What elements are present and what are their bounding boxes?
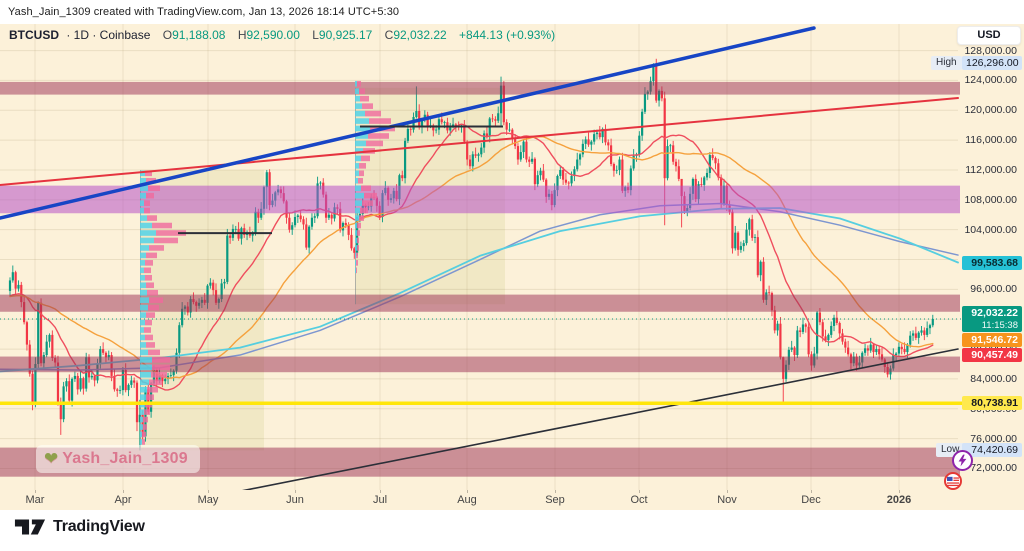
tradingview-logo[interactable]: TradingView: [14, 517, 145, 537]
time-tick-label: Dec: [801, 494, 821, 506]
price-tick-label: 76,000.00: [970, 432, 1017, 445]
price-chart[interactable]: [0, 24, 1024, 490]
close-value: 92,032.22: [393, 28, 447, 42]
heart-icon: ❤: [44, 449, 59, 468]
low-marker-value: 74,420.69: [962, 443, 1022, 458]
low-label: L: [312, 28, 319, 42]
change-value: +844.13 (+0.93%): [459, 28, 556, 42]
time-tick-label: Nov: [717, 494, 737, 506]
price-tick-label: 120,000.00: [964, 104, 1017, 117]
attribution-text: Yash_Jain_1309 created with TradingView.…: [8, 6, 400, 18]
close-label: C: [384, 28, 394, 42]
tradingview-mark-icon: [14, 519, 46, 535]
open-label: O: [162, 28, 173, 42]
watermark-name: Yash_Jain_1309: [62, 450, 188, 467]
price-tick-label: 116,000.00: [965, 134, 1017, 147]
bar-countdown: 11:15:38: [981, 319, 1018, 331]
time-tick-label: Aug: [457, 494, 477, 506]
low-value: 90,925.17: [318, 28, 373, 42]
time-tick-label: Jun: [286, 494, 304, 506]
time-tick: [208, 490, 209, 493]
price-tick-label: 112,000.00: [965, 163, 1017, 176]
currency-toggle-button[interactable]: USD: [957, 26, 1021, 45]
tradingview-logo-text: TradingView: [53, 518, 145, 535]
time-tick-label: Mar: [25, 494, 45, 506]
price-tick-label: 124,000.00: [964, 74, 1017, 87]
time-tick-label: Sep: [545, 494, 565, 506]
price-tick-label: 128,000.00: [964, 44, 1017, 57]
price-tick-label: 84,000.00: [970, 372, 1017, 385]
yellow-level-badge: 80,738.91: [962, 396, 1022, 411]
time-tick-label: Jul: [372, 494, 388, 506]
price-tick-label: 72,000.00: [970, 462, 1017, 475]
time-tick: [899, 490, 900, 493]
attribution-bar: Yash_Jain_1309 created with TradingView.…: [0, 0, 1024, 24]
time-tick: [467, 490, 468, 493]
price-tick-label: 108,000.00: [964, 193, 1017, 206]
time-tick: [727, 490, 728, 493]
time-tick: [295, 490, 296, 493]
price-tick-label: 96,000.00: [970, 283, 1017, 296]
time-tick: [35, 490, 36, 493]
us-economic-event-icon[interactable]: [944, 472, 962, 490]
time-tick-label: Oct: [630, 494, 648, 506]
last-price-value: 92,032.22: [971, 306, 1018, 319]
ohlc-readout: BTCUSD · 1D · Coinbase O91,188.08 H92,59…: [9, 28, 555, 42]
time-tick: [639, 490, 640, 493]
time-tick: [811, 490, 812, 493]
us-flag-icon: [947, 476, 959, 487]
time-tick-label: Apr: [114, 494, 132, 506]
open-value: 91,188.08: [172, 28, 226, 42]
time-tick-label: May: [197, 494, 219, 506]
time-axis[interactable]: Mar Apr May Jun Jul Aug Sep Oct Nov Dec 2026: [0, 490, 958, 510]
symbol-desc: · 1D · Coinbase: [66, 28, 151, 42]
price-tick-label: 104,000.00: [964, 223, 1017, 236]
watermark: ❤ Yash_Jain_1309: [36, 445, 200, 473]
high-value: 92,590.00: [246, 28, 300, 42]
high-marker-value: 126,296.00: [962, 56, 1022, 71]
time-tick: [123, 490, 124, 493]
time-tick: [380, 490, 381, 493]
ma200-price-badge: 99,583.68: [962, 255, 1022, 270]
ma50-price-badge: 91,546.72: [962, 332, 1022, 347]
ma20-price-badge: 90,457.49: [962, 347, 1022, 362]
lightning-bolt-icon: [958, 454, 967, 467]
last-price-badge: 92,032.22 11:15:38: [962, 305, 1022, 332]
lightning-event-icon[interactable]: [952, 450, 973, 471]
chart-area[interactable]: BTCUSD · 1D · Coinbase O91,188.08 H92,59…: [0, 24, 1024, 510]
symbol-title[interactable]: BTCUSD: [9, 28, 59, 42]
time-tick-label: 2026: [886, 494, 912, 506]
high-marker-label: High: [931, 56, 962, 71]
time-tick: [555, 490, 556, 493]
high-label: H: [237, 28, 247, 42]
